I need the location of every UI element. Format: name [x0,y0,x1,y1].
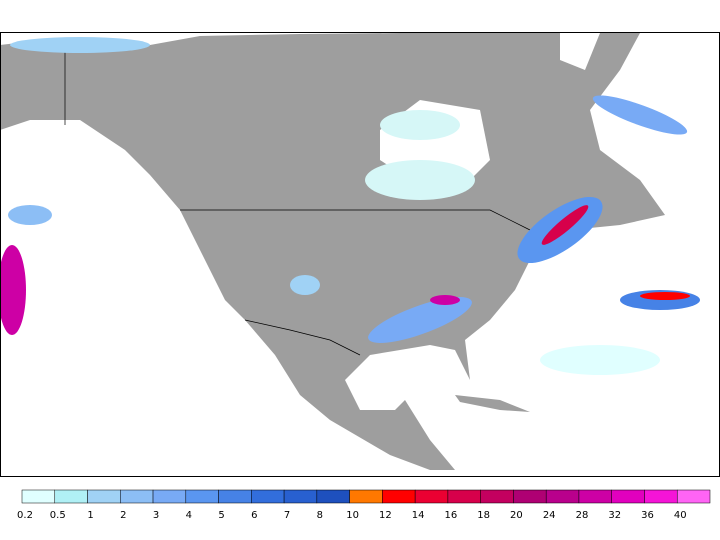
cuba [455,395,530,412]
colorbar-box [54,489,88,504]
gulf-of-california [245,330,275,395]
colorbar-box [185,489,219,504]
colorbar-label: 28 [576,510,589,521]
us-borders [64,45,531,356]
colorbar-box [87,489,121,504]
colorbar-box [644,489,678,504]
colorbar-label: 7 [284,510,290,521]
colorbar-label: 10 [346,510,359,521]
colorbar-box [349,489,383,504]
colorbar-box [447,489,481,504]
colorbar-box [21,489,56,504]
colorbar-label: 18 [477,510,490,521]
colorbar-label: 40 [674,510,687,521]
colorbar-label: 2 [120,510,126,521]
colorbar-label: 4 [186,510,192,521]
colorbar-box [283,489,318,504]
colorbar: 0.2 0.5 1 2 3 4 5 6 7 8 10 12 14 16 18 20 24 28 32 36 40 [17,489,711,521]
colorbar-label: 6 [251,510,257,521]
precipitation [0,37,700,375]
colorbar-label: 1 [87,510,93,521]
colorbar-box [578,489,612,504]
colorbar-box [611,489,645,504]
colorbar-box [545,489,580,504]
colorbar-box [513,489,547,504]
colorbar-label: 24 [543,510,556,521]
land [0,33,665,470]
colorbar-box [382,489,416,504]
colorbar-label: 3 [153,510,159,521]
colorbar-label: 0.5 [50,510,66,521]
colorbar-label: 0.2 [17,510,33,521]
colorbar-box [316,489,350,504]
map [0,32,720,477]
colorbar-box [218,489,252,504]
colorbar-label: 20 [510,510,523,521]
colorbar-label: 32 [608,510,621,521]
colorbar-label: 5 [218,510,224,521]
colorbar-label: 16 [445,510,458,521]
colorbar-box [414,489,449,504]
greenland-gap [560,33,600,70]
colorbar-label: 8 [317,510,323,521]
colorbar-label: 14 [412,510,425,521]
colorbar-box [676,489,711,504]
colorbar-label: 12 [379,510,392,521]
colorbar-box [480,489,514,504]
colorbar-label: 36 [641,510,654,521]
colorbar-box [152,489,187,504]
colorbar-box [120,489,154,504]
colorbar-box [251,489,285,504]
